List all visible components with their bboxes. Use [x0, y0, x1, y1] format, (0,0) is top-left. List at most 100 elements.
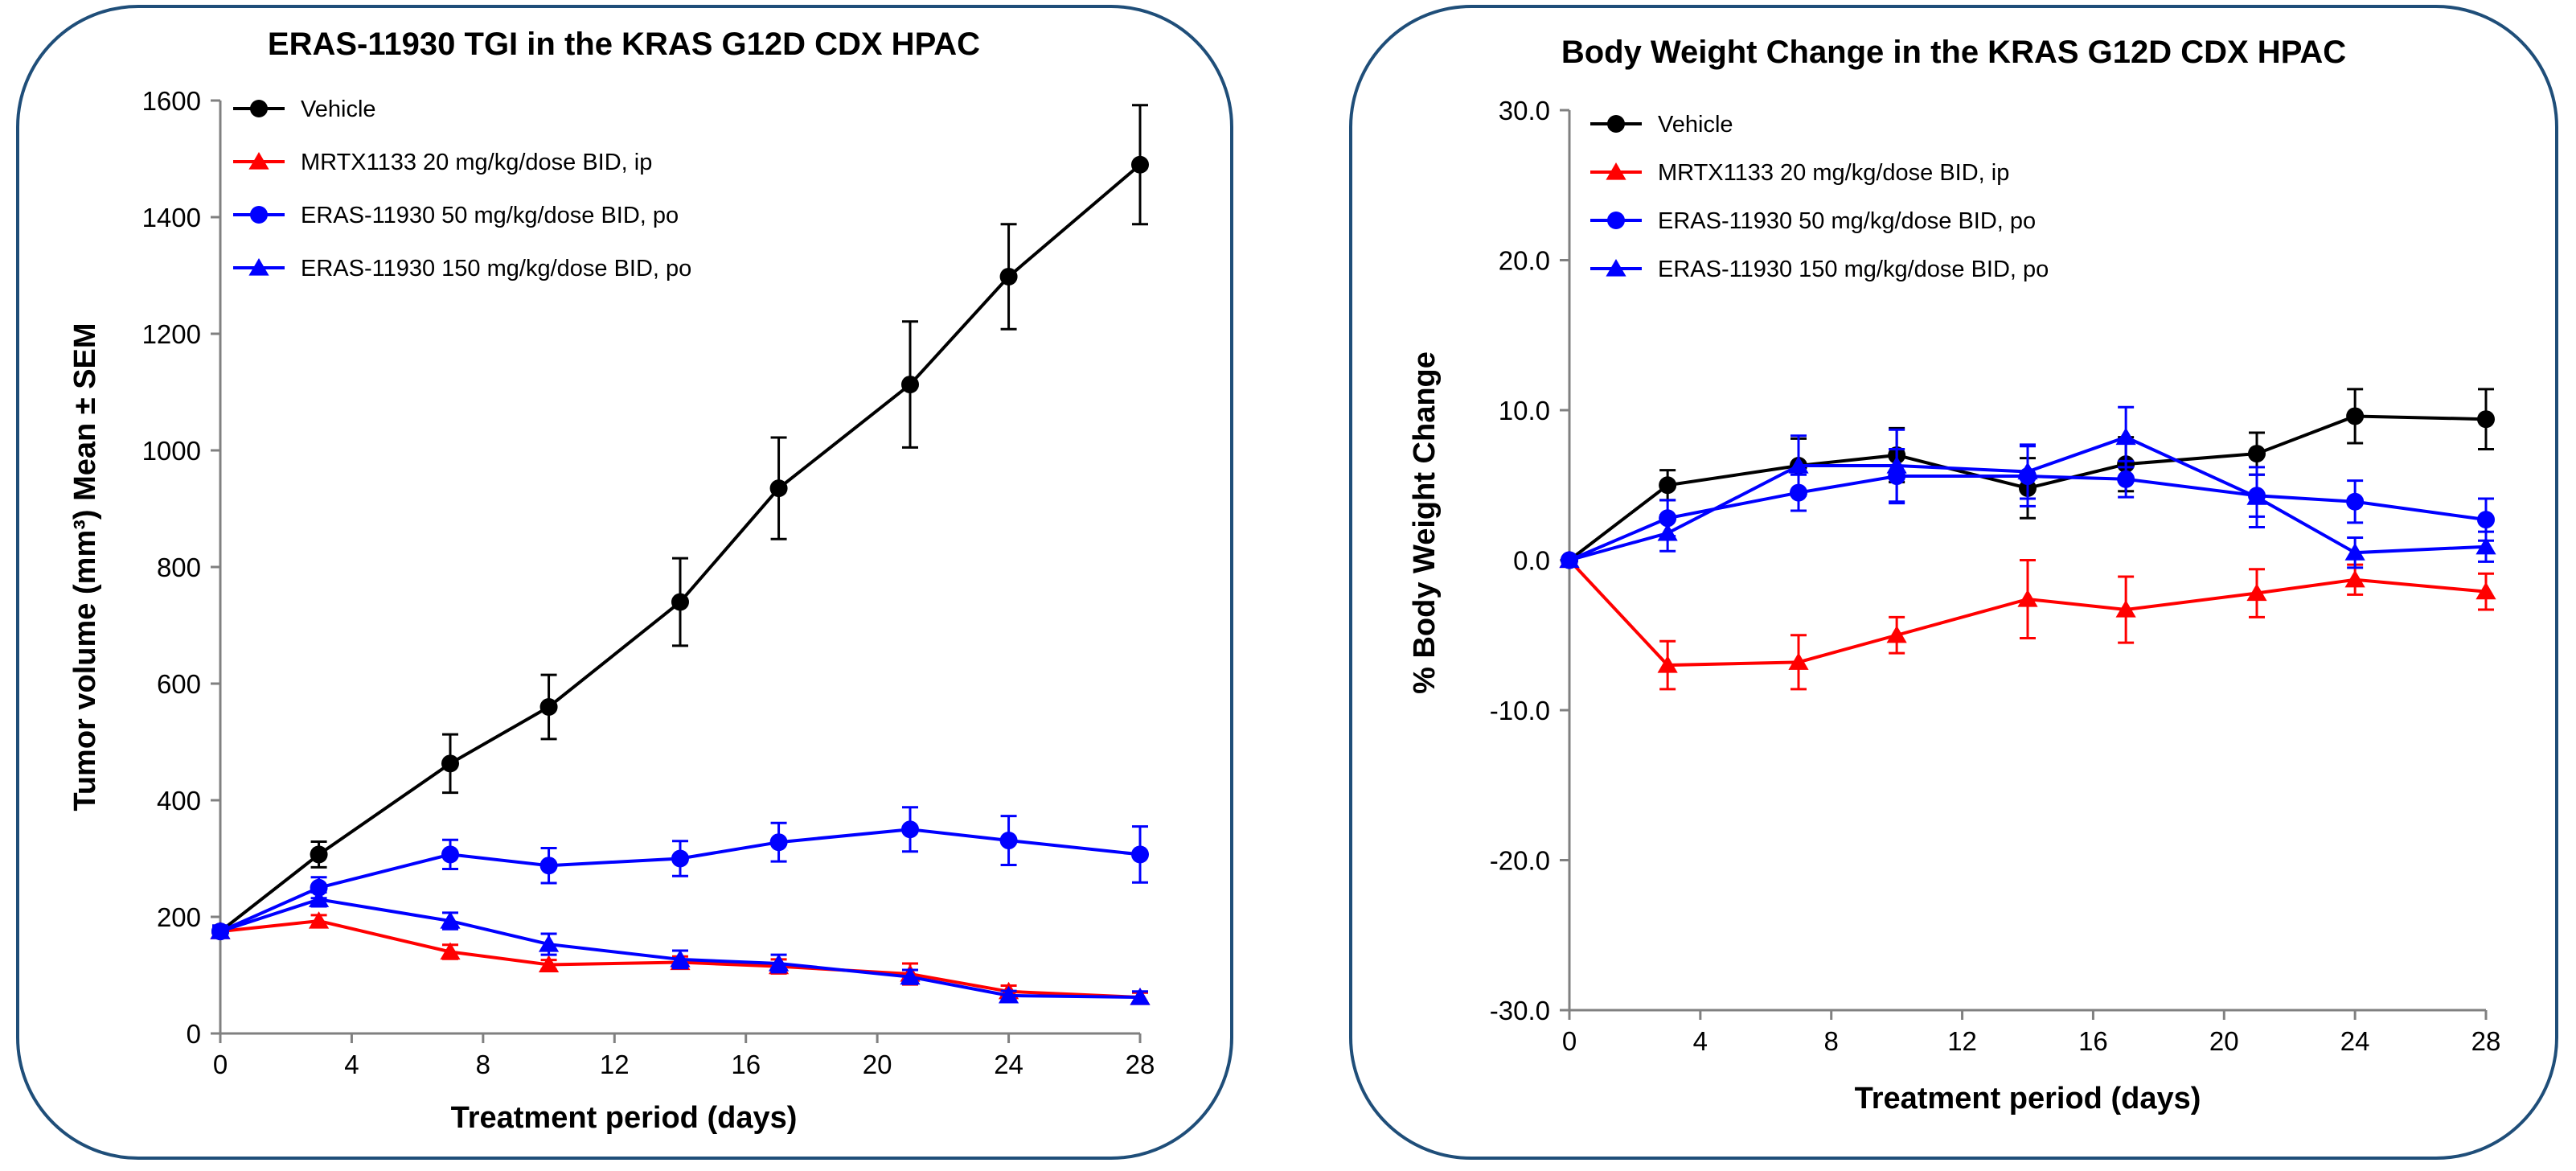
data-point [539, 857, 558, 875]
legend-label: ERAS-11930 50 mg/kg/dose BID, po [301, 203, 679, 228]
data-point [2017, 589, 2038, 607]
tumor-volume-chart-panel: ERAS-11930 TGI in the KRAS G12D CDX HPAC… [0, 0, 1254, 1171]
data-point [901, 376, 919, 394]
data-point [1788, 456, 1809, 474]
y-tick-label: 10.0 [1499, 396, 1550, 425]
data-point [1131, 155, 1149, 174]
x-tick-label: 20 [863, 1050, 892, 1079]
legend-label: MRTX1133 20 mg/kg/dose BID, ip [1658, 160, 2009, 186]
y-tick-label: 20.0 [1499, 246, 1550, 276]
y-axis-label: Tumor volume (mm³) Mean ± SEM [68, 323, 102, 811]
series-3 [211, 806, 1149, 941]
legend-marker [1606, 259, 1626, 277]
legend-label: Vehicle [1658, 112, 1733, 138]
x-tick-label: 0 [213, 1050, 228, 1079]
legend-label: ERAS-11930 50 mg/kg/dose BID, po [1658, 208, 2036, 234]
data-point [2246, 487, 2267, 505]
legend-item: MRTX1133 20 mg/kg/dose BID, ip [233, 150, 652, 175]
x-tick-label: 24 [2340, 1026, 2370, 1056]
data-point [768, 954, 790, 972]
legend: Vehicle MRTX1133 20 mg/kg/dose BID, ip ERA… [1590, 112, 2049, 282]
data-point [1659, 476, 1677, 495]
legend-label: ERAS-11930 150 mg/kg/dose BID, po [1658, 257, 2049, 282]
data-point [440, 911, 461, 929]
tumor-volume-chart: ERAS-11930 TGI in the KRAS G12D CDX HPAC… [16, 5, 1233, 1160]
data-point [2248, 445, 2266, 463]
legend-label: Vehicle [301, 97, 376, 122]
data-point [1559, 550, 1580, 569]
data-point [900, 967, 921, 985]
chart-title: ERAS-11930 TGI in the KRAS G12D CDX HPAC [268, 27, 980, 62]
data-point [999, 832, 1018, 850]
data-point [998, 985, 1019, 1004]
series-4 [1559, 405, 2496, 569]
x-tick-label: 8 [1824, 1026, 1839, 1056]
y-tick-label: 200 [157, 902, 201, 932]
y-tick-label: 1000 [142, 436, 201, 466]
data-point [2477, 511, 2495, 529]
data-point [671, 849, 689, 868]
x-tick-label: 8 [476, 1050, 490, 1079]
data-point [441, 754, 459, 773]
chart-title: Body Weight Change in the KRAS G12D CDX … [1561, 35, 2346, 70]
legend-marker [250, 100, 268, 117]
data-point [2477, 410, 2495, 429]
legend-item: MRTX1133 20 mg/kg/dose BID, ip [1590, 160, 2009, 186]
data-point [2346, 492, 2365, 511]
legend-marker [250, 206, 268, 224]
legend-label: ERAS-11930 150 mg/kg/dose BID, po [301, 256, 691, 281]
legend: Vehicle MRTX1133 20 mg/kg/dose BID, ip ERA… [233, 97, 691, 281]
legend-item: ERAS-11930 50 mg/kg/dose BID, po [233, 203, 679, 228]
y-tick-label: 400 [157, 786, 201, 816]
data-point [1886, 625, 1907, 643]
legend-item: ERAS-11930 150 mg/kg/dose BID, po [1590, 257, 2049, 282]
data-point [441, 845, 459, 864]
data-point [1788, 652, 1809, 670]
panel-frame [1349, 5, 2558, 1160]
legend-marker [1607, 212, 1625, 229]
data-point [310, 845, 328, 864]
data-point [670, 949, 691, 968]
data-point [2344, 569, 2365, 588]
data-point [1130, 988, 1151, 1005]
data-point [2246, 583, 2267, 602]
data-point [538, 935, 560, 952]
legend-marker [248, 258, 269, 276]
legend-marker [1607, 115, 1625, 133]
body-weight-chart: Body Weight Change in the KRAS G12D CDX … [1349, 5, 2558, 1160]
data-point [308, 911, 330, 929]
legend-label: MRTX1133 20 mg/kg/dose BID, ip [301, 150, 652, 175]
x-tick-label: 4 [1693, 1026, 1708, 1056]
legend-item: ERAS-11930 50 mg/kg/dose BID, po [1590, 208, 2036, 234]
x-tick-label: 0 [1562, 1026, 1577, 1056]
data-point [1131, 845, 1149, 864]
data-point [1657, 523, 1678, 541]
body-weight-chart-panel: Body Weight Change in the KRAS G12D CDX … [1347, 0, 2576, 1171]
data-point [2476, 536, 2496, 555]
x-tick-label: 12 [1947, 1026, 1977, 1056]
legend-marker [248, 152, 269, 170]
y-tick-label: -30.0 [1490, 996, 1550, 1025]
x-axis-label: Treatment period (days) [451, 1101, 798, 1135]
y-tick-label: -10.0 [1490, 696, 1550, 725]
x-tick-label: 16 [731, 1050, 761, 1079]
x-tick-label: 4 [344, 1050, 359, 1079]
data-point [2344, 543, 2365, 561]
legend-marker [1606, 162, 1626, 180]
legend-item: ERAS-11930 150 mg/kg/dose BID, po [233, 256, 691, 281]
data-point [1886, 456, 1907, 474]
y-tick-label: 1200 [142, 319, 201, 349]
data-point [2017, 462, 2038, 480]
data-point [539, 698, 558, 716]
data-point [769, 479, 788, 498]
x-tick-label: 28 [2471, 1026, 2501, 1056]
series-4 [210, 890, 1151, 1005]
x-axis-label: Treatment period (days) [1855, 1082, 2201, 1116]
data-point [2115, 600, 2136, 618]
panel-frame [16, 5, 1233, 1160]
data-point [999, 267, 1018, 286]
y-tick-label: -20.0 [1490, 846, 1550, 876]
data-point [2115, 427, 2136, 446]
data-point [2117, 470, 2135, 488]
y-tick-label: 1600 [142, 86, 201, 116]
